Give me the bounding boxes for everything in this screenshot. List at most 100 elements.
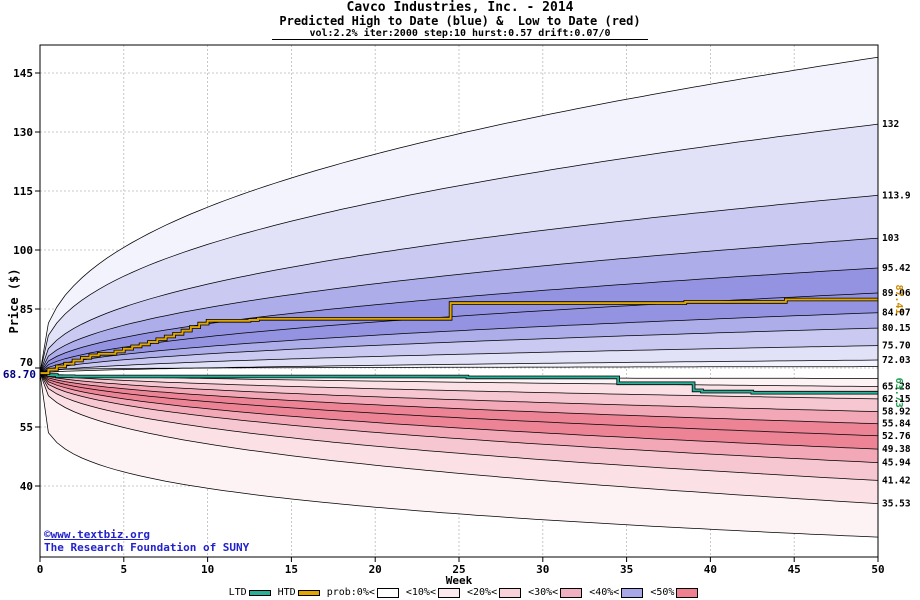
quantile-curve-low bbox=[39, 373, 879, 538]
htd-line bbox=[40, 298, 878, 375]
quantile-curve-high bbox=[39, 345, 879, 374]
prob-band-high bbox=[40, 312, 878, 374]
quantile-curve-low bbox=[39, 372, 879, 400]
quantile-curve-low bbox=[39, 372, 879, 504]
legend-swatch-p20 bbox=[499, 587, 522, 598]
x-tick-label: 25 bbox=[452, 563, 465, 576]
watermark-link[interactable]: ©www.textbiz.org bbox=[44, 528, 150, 541]
right-axis-label: 89.06 bbox=[882, 288, 911, 299]
right-axis-label-ltd: 63.73 bbox=[893, 378, 904, 408]
y-tick-label: 55 bbox=[20, 421, 33, 434]
x-tick-label: 50 bbox=[871, 563, 884, 576]
quantile-curve-high bbox=[39, 366, 878, 374]
right-axis-label-htd: 87.41 bbox=[893, 284, 904, 314]
x-tick-label: 0 bbox=[37, 563, 44, 576]
y-tick-label: 145 bbox=[13, 67, 33, 80]
right-axis-label: 113.9 bbox=[882, 190, 911, 201]
legend-label-p50: <50% bbox=[650, 587, 675, 598]
watermark-org: The Research Foundation of SUNY bbox=[44, 541, 250, 554]
legend-label-p20: <20%< bbox=[466, 587, 498, 598]
x-axis-title: Week bbox=[445, 574, 473, 587]
chart-subtitle: Predicted High to Date (blue) & Low to D… bbox=[279, 14, 641, 28]
prob-band-low bbox=[40, 373, 878, 463]
right-axis-label: 132 bbox=[882, 119, 899, 130]
x-tick-label: 5 bbox=[120, 563, 127, 576]
prob-band-low bbox=[40, 373, 878, 436]
right-axis-label: 65.28 bbox=[882, 382, 911, 393]
x-tick-label: 45 bbox=[788, 563, 801, 576]
prob-band-low bbox=[40, 373, 878, 424]
prob-band-high bbox=[40, 238, 878, 374]
prob-band-high bbox=[40, 293, 878, 374]
prob-band-low bbox=[40, 373, 878, 481]
legend-label-htd: HTD bbox=[277, 587, 296, 598]
start-price-label: 68.70 bbox=[2, 368, 36, 381]
quantile-curve-low bbox=[39, 372, 879, 412]
legend-swatch-ltd bbox=[248, 589, 271, 596]
right-axis-label: 62.15 bbox=[882, 394, 911, 405]
prob-band-low bbox=[40, 373, 878, 450]
y-tick-label: 115 bbox=[13, 185, 33, 198]
legend-swatch-p50 bbox=[676, 587, 699, 598]
right-axis-label: 55.84 bbox=[882, 419, 911, 430]
y-tick-label: 40 bbox=[20, 480, 33, 493]
y-tick-label: 85 bbox=[20, 303, 33, 316]
quantile-curve-high bbox=[39, 292, 879, 374]
right-axis-label: 35.53 bbox=[882, 499, 911, 510]
legend-label-p10: <10%< bbox=[405, 587, 436, 598]
prob-band-high bbox=[40, 345, 878, 374]
legend-swatch-p10 bbox=[437, 587, 460, 598]
legend-label-p0: prob:0%< bbox=[326, 587, 375, 598]
prob-band-high bbox=[40, 57, 878, 374]
right-axis-label: 45.94 bbox=[882, 458, 911, 469]
header-divider bbox=[272, 39, 648, 40]
y-axis-title: Price ($) bbox=[7, 268, 21, 334]
quantile-curve-high bbox=[39, 267, 879, 374]
legend-swatch-p30 bbox=[560, 587, 583, 598]
right-axis-label: 75.70 bbox=[882, 341, 911, 352]
prob-band-high bbox=[40, 195, 878, 374]
right-axis-label: 41.42 bbox=[882, 475, 911, 486]
prob-band-high bbox=[40, 328, 878, 374]
prob-band-low bbox=[40, 373, 878, 412]
quantile-curve-low bbox=[39, 372, 879, 450]
quantile-curve-high bbox=[39, 56, 879, 374]
prob-band-high bbox=[40, 124, 878, 374]
chart-title: Cavco Industries, Inc. - 2014 bbox=[346, 0, 574, 15]
x-tick-label: 15 bbox=[285, 563, 298, 576]
x-tick-label: 20 bbox=[369, 563, 382, 576]
legend-swatch-htd bbox=[297, 589, 320, 596]
right-axis-label: 72.03 bbox=[882, 355, 911, 366]
x-tick-label: 40 bbox=[704, 563, 717, 576]
right-axis-label: 95.42 bbox=[882, 263, 911, 274]
right-axis-label: 103 bbox=[882, 233, 899, 244]
right-axis-label: 84.07 bbox=[882, 308, 911, 319]
right-axis-label: 49.38 bbox=[882, 444, 911, 455]
quantile-curve-high bbox=[39, 312, 879, 374]
legend-label-p40: <40%< bbox=[589, 587, 620, 598]
legend-swatch-p0 bbox=[376, 587, 399, 598]
right-axis-label: 80.15 bbox=[882, 323, 911, 334]
prob-band-high bbox=[40, 360, 878, 374]
quantile-curve-high bbox=[39, 237, 879, 374]
chart-header: Cavco Industries, Inc. - 2014 Predicted … bbox=[0, 0, 920, 40]
quantile-curve-low bbox=[39, 372, 879, 425]
x-tick-label: 35 bbox=[620, 563, 633, 576]
x-tick-label: 10 bbox=[201, 563, 214, 576]
y-tick-label: 70 bbox=[20, 356, 33, 369]
legend-label-p30: <30%< bbox=[528, 587, 559, 598]
quantile-curve-high bbox=[39, 194, 879, 374]
right-axis-label: 52.76 bbox=[882, 431, 911, 442]
legend-swatch-p40 bbox=[621, 587, 644, 598]
right-axis-label: 58.92 bbox=[882, 407, 911, 418]
prob-band-low bbox=[40, 373, 878, 504]
quantile-curve-high bbox=[39, 327, 879, 374]
x-tick-label: 30 bbox=[536, 563, 549, 576]
ltd-line bbox=[40, 372, 878, 394]
y-tick-label: 130 bbox=[13, 126, 33, 139]
legend-label-ltd: LTD bbox=[228, 587, 247, 598]
legend: LTD HTD prob:0%< <10%< <20%< <30%< <40%< <50% bbox=[0, 587, 920, 598]
quantile-curve-high bbox=[39, 123, 879, 374]
